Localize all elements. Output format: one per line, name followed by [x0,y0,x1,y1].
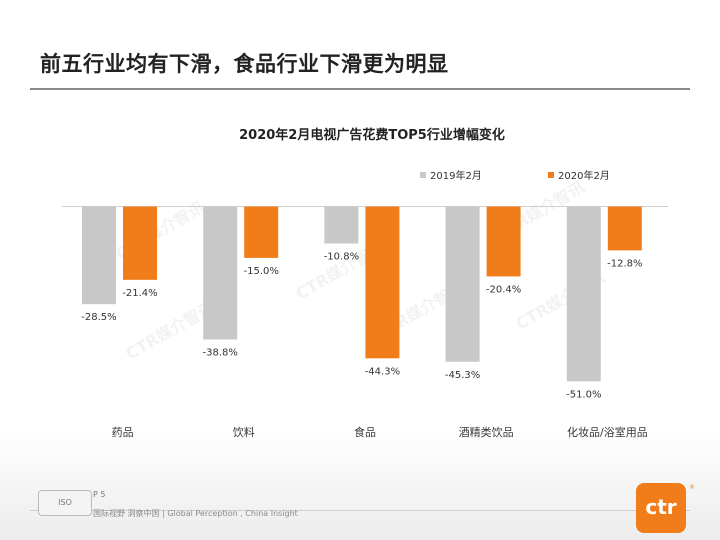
slide-headline: 前五行业均有下滑，食品行业下滑更为明显 [40,52,449,76]
footer-background [0,430,720,540]
headline-divider [30,88,690,90]
bars-group [82,206,642,382]
value-label-2019-0: -28.5% [81,312,116,323]
bar-2019-0 [82,206,116,305]
value-label-2019-3: -45.3% [445,370,480,381]
bar-2020-2 [365,206,400,359]
certification-badge: ISO [38,490,92,516]
legend-swatch-0 [420,172,426,178]
footer-divider [30,510,690,511]
value-label-2019-1: -38.8% [203,347,238,358]
value-label-2019-4: -51.0% [566,389,601,400]
chart-title: 2020年2月电视广告花费TOP5行业增幅变化 [239,127,505,143]
footer-tagline: 国际视野 洞察中国 | Global Perception , China In… [93,509,298,518]
legend-label-0: 2019年2月 [430,169,482,182]
bar-2019-3 [445,206,480,362]
bar-2019-2 [324,206,359,244]
bar-2020-4 [607,206,642,251]
value-label-2020-2: -44.3% [365,366,400,377]
page-number: P 5 [93,490,106,499]
bar-2019-1 [203,206,238,340]
value-label-2020-1: -15.0% [244,266,279,277]
value-label-2020-0: -21.4% [122,288,157,299]
value-labels-group: -28.5% -21.4% -38.8% -15.0% -10.8% -44.3% -45.… [81,252,642,401]
legend-swatch-1 [548,172,554,178]
bar-2020-3 [486,206,521,277]
legend-label-1: 2020年2月 [558,169,610,182]
chart-legend: 2019年2月 2020年2月 [420,169,610,182]
logo-anniversary-mark: ® [689,484,695,491]
bar-2020-0 [123,206,157,280]
bar-2019-4 [566,206,601,382]
value-label-2019-2: -10.8% [324,252,359,263]
value-label-2020-3: -20.4% [486,284,521,295]
ctr-logo: ctr [636,483,686,533]
value-label-2020-4: -12.8% [607,258,642,269]
bar-2020-1 [244,206,279,258]
